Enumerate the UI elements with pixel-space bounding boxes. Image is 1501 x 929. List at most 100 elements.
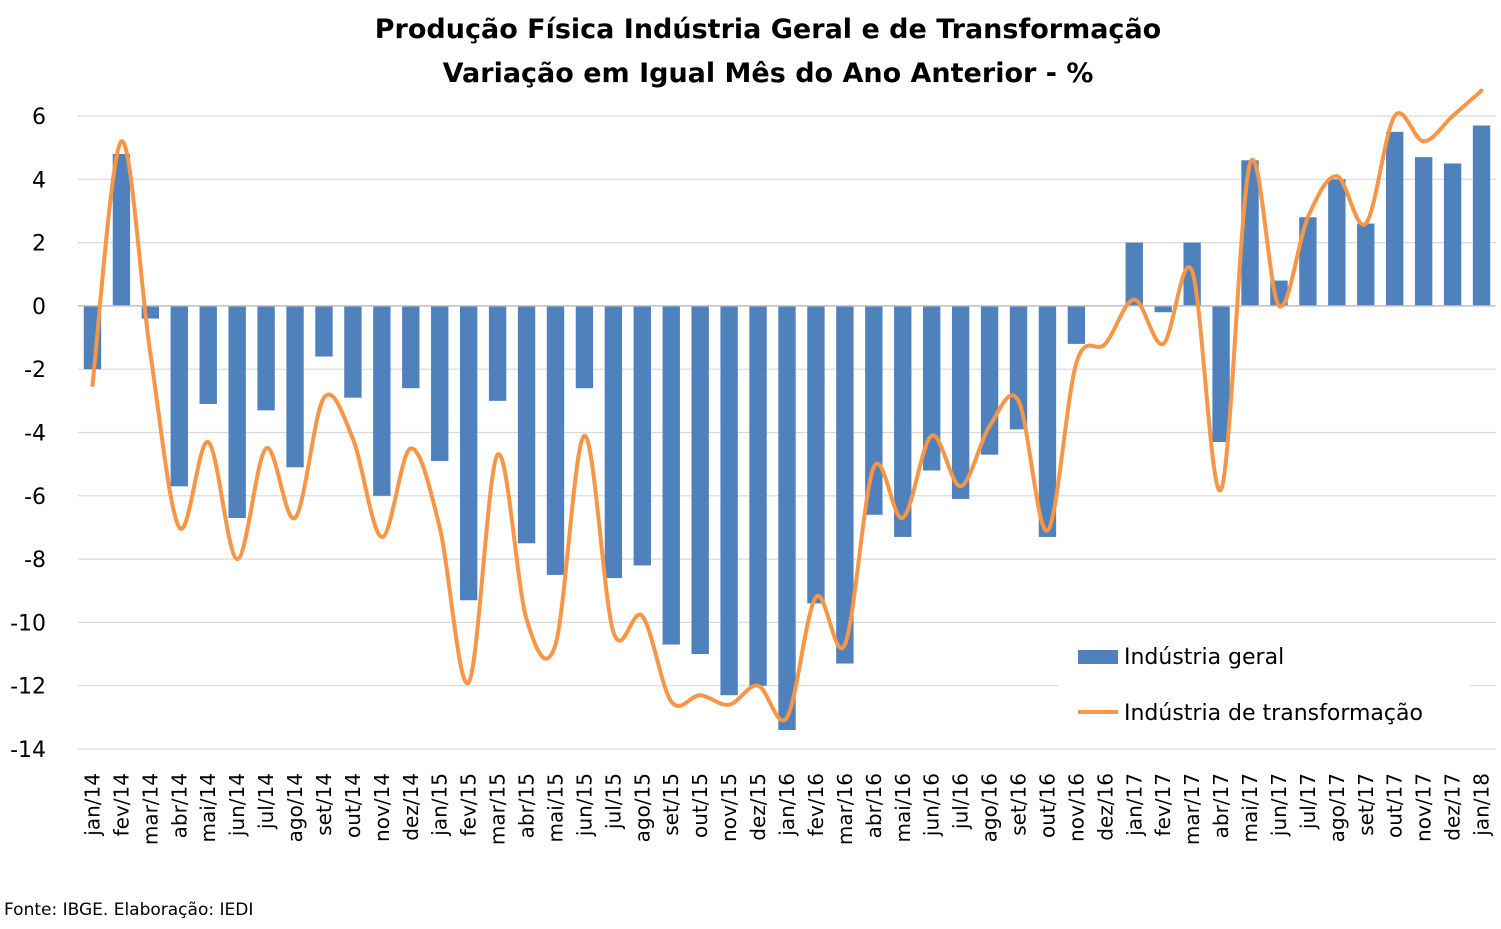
bar-dez-15 [749, 305, 767, 686]
bar-out-14 [344, 305, 362, 398]
bar-mar-15 [488, 305, 507, 401]
bar-out-15 [691, 305, 709, 655]
x-tick-label: jan/15 [428, 773, 452, 837]
legend-label-industria-transformacao: Indústria de transformação [1124, 701, 1423, 726]
x-tick-label: jan/17 [1122, 773, 1146, 837]
x-tick-label: mai/14 [196, 773, 220, 842]
y-tick-label: 2 [32, 232, 46, 257]
y-tick-label: -8 [24, 548, 46, 573]
bar-nov-14 [373, 305, 391, 496]
bar-fev-16 [807, 305, 825, 604]
x-tick-label: set/17 [1354, 773, 1378, 836]
x-tick-label: abr/16 [862, 773, 886, 838]
bar-fev-15 [459, 305, 478, 601]
x-tick-label: mai/15 [543, 773, 567, 842]
bar-dez-14 [402, 305, 420, 389]
x-axis-ticks: jan/14 fev/14 mar/14 abr/14 mai/14 jun/14 jul/… [80, 773, 1493, 845]
x-tick-label: abr/17 [1209, 773, 1233, 838]
x-tick-label: jun/15 [572, 773, 596, 837]
bar-mai-16 [894, 305, 912, 537]
y-tick-label: -2 [24, 358, 46, 383]
bar-mar-16 [836, 305, 854, 664]
bar-abr-17 [1212, 305, 1230, 442]
bar-set-17 [1357, 223, 1375, 306]
y-axis-ticks: 6 4 2 0 -2 -4 -6 -8 -10 -12 -14 [10, 105, 46, 763]
x-tick-label: nov/16 [1064, 773, 1088, 842]
x-tick-label: nov/17 [1412, 773, 1436, 842]
x-tick-label: jun/17 [1267, 773, 1291, 837]
x-tick-label: out/17 [1383, 773, 1407, 838]
legend-label-industria-geral: Indústria geral [1124, 645, 1284, 670]
x-tick-label: jun/16 [920, 773, 944, 837]
x-tick-label: jul/15 [601, 773, 625, 830]
x-tick-label: fev/16 [804, 773, 828, 836]
x-tick-label: dez/14 [399, 773, 423, 841]
x-tick-label: jan/14 [80, 773, 104, 837]
x-tick-label: mai/16 [891, 773, 915, 842]
bar-abr-15 [517, 305, 536, 544]
y-tick-label: 0 [32, 295, 46, 320]
x-tick-label: fev/17 [1151, 773, 1175, 836]
bar-jan-17 [1125, 242, 1143, 306]
bar-jun-14 [228, 305, 246, 518]
bar-jul-14 [257, 305, 275, 411]
y-tick-label: 6 [32, 105, 46, 130]
bar-set-15 [662, 305, 680, 645]
bar-abr-14 [170, 305, 188, 487]
bar-nov-15 [720, 305, 738, 696]
legend-swatch-industria-geral [1078, 650, 1118, 664]
x-tick-label: jan/18 [1470, 773, 1494, 837]
x-tick-label: abr/15 [515, 773, 539, 838]
chart-title-line-1: Produção Física Indústria Geral e de Tra… [375, 14, 1161, 45]
x-tick-label: out/14 [341, 773, 365, 838]
x-tick-label: set/15 [659, 773, 683, 836]
bar-jan-18 [1472, 125, 1491, 306]
x-tick-label: ago/17 [1325, 773, 1349, 842]
x-tick-label: ago/14 [283, 773, 307, 842]
x-tick-label: out/16 [1035, 773, 1059, 838]
bar-ago-15 [633, 305, 651, 566]
x-tick-label: ago/16 [978, 773, 1002, 842]
source-note: Fonte: IBGE. Elaboração: IEDI [4, 900, 254, 920]
bar-out-17 [1386, 131, 1404, 306]
x-tick-label: fev/14 [109, 773, 133, 836]
bar-mai-15 [546, 305, 565, 575]
x-tick-label: dez/17 [1441, 773, 1465, 841]
bar-jul-17 [1299, 217, 1317, 306]
legend: Indústria geral Indústria de transformaç… [1058, 630, 1470, 740]
x-tick-label: dez/16 [1093, 773, 1117, 841]
legend-background [1058, 630, 1470, 740]
bar-fev-17 [1154, 305, 1172, 313]
bar-ago-14 [286, 305, 304, 468]
bar-ago-16 [980, 305, 999, 455]
x-tick-label: jun/14 [225, 773, 249, 837]
bar-set-16 [1009, 305, 1028, 430]
x-tick-label: abr/14 [167, 773, 191, 838]
bar-nov-17 [1414, 157, 1433, 306]
bar-jan-16 [778, 305, 796, 731]
x-tick-label: set/16 [1007, 773, 1031, 836]
x-tick-label: jan/16 [775, 773, 799, 837]
x-tick-label: ago/15 [630, 773, 654, 842]
x-tick-label: jul/14 [254, 773, 278, 830]
bar-jul-15 [604, 305, 623, 579]
bar-out-16 [1038, 305, 1057, 537]
bar-jun-15 [575, 305, 594, 389]
chart-title-line-2: Variação em Igual Mês do Ano Anterior - … [443, 58, 1094, 89]
y-tick-label: 4 [32, 168, 46, 193]
line-series-industria-transformacao [90, 88, 1484, 723]
x-tick-label: mar/14 [138, 773, 162, 845]
bar-mai-14 [199, 305, 217, 405]
bar-series-industria-geral [83, 125, 1491, 731]
x-tick-label: out/15 [688, 773, 712, 838]
x-tick-label: set/14 [312, 773, 336, 836]
x-tick-label: dez/15 [746, 773, 770, 841]
x-tick-label: mar/15 [486, 773, 510, 845]
x-tick-label: mai/17 [1238, 773, 1262, 842]
bar-ago-17 [1328, 179, 1346, 306]
y-tick-label: -12 [10, 675, 46, 700]
x-tick-label: nov/15 [717, 773, 741, 842]
x-tick-label: mar/16 [833, 773, 857, 845]
x-tick-label: mar/17 [1180, 773, 1204, 845]
bar-jun-16 [923, 305, 941, 471]
